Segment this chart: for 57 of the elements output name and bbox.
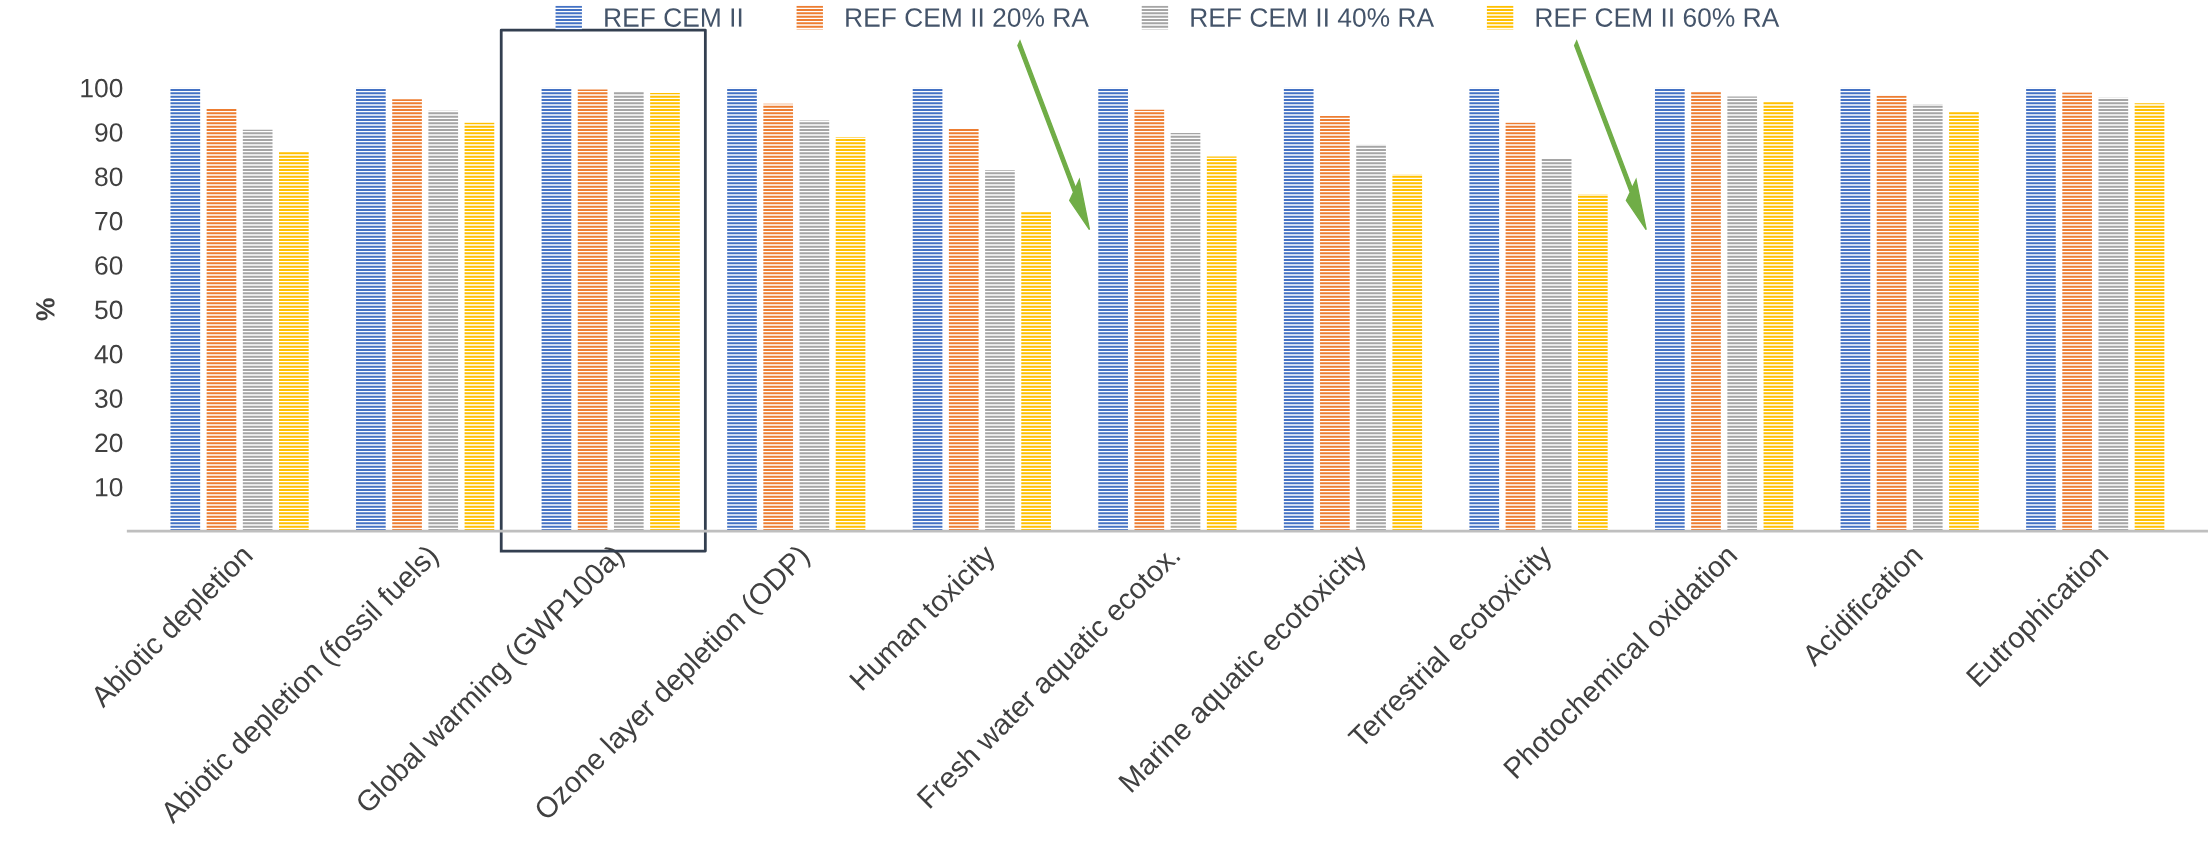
bar — [1541, 158, 1572, 532]
bar — [763, 103, 794, 532]
bar — [727, 87, 757, 532]
bar — [2026, 87, 2056, 532]
y-tick-label: 40 — [94, 344, 123, 364]
y-tick-label: 80 — [95, 167, 123, 187]
bar — [1840, 87, 1871, 532]
bar — [279, 151, 309, 532]
bar — [985, 170, 1015, 532]
bar — [541, 87, 572, 532]
bar — [1912, 104, 1943, 532]
y-tick-label: 10 — [96, 477, 123, 497]
y-axis-title: % — [36, 298, 55, 321]
bar — [392, 99, 422, 532]
y-tick-label: 20 — [95, 433, 123, 453]
bar — [613, 91, 644, 532]
bar — [1206, 156, 1237, 532]
bar — [1505, 122, 1536, 532]
legend-label: REF CEM II 40% RA — [1191, 8, 1435, 27]
bar — [1949, 112, 1979, 532]
bar — [1170, 132, 1201, 532]
bar — [206, 108, 237, 532]
y-tick-label: 100 — [81, 78, 123, 98]
bar — [1469, 87, 1500, 532]
bar — [1654, 87, 1685, 532]
bar — [1283, 87, 1314, 532]
bar — [948, 128, 979, 532]
bar — [428, 110, 459, 532]
bar — [799, 120, 830, 532]
bar — [835, 137, 866, 532]
bar — [1727, 96, 1758, 532]
bar — [2062, 92, 2092, 532]
legend-label: REF CEM II 60% RA — [1536, 8, 1780, 27]
bar — [650, 92, 680, 532]
bar — [1134, 109, 1165, 532]
legend-label: REF CEM II — [605, 8, 742, 27]
bar — [2098, 97, 2129, 532]
bar — [912, 87, 943, 532]
bar — [1320, 116, 1350, 532]
bar — [242, 129, 273, 532]
bar — [170, 87, 201, 532]
bar — [1691, 92, 1721, 532]
y-tick-label: 70 — [95, 211, 123, 231]
bar — [464, 122, 495, 532]
y-tick-label: 90 — [95, 123, 123, 142]
bar — [356, 87, 386, 532]
bar — [1356, 144, 1386, 532]
bar — [1392, 174, 1423, 532]
bar — [577, 89, 608, 532]
bar — [1876, 95, 1907, 532]
bar — [2134, 103, 2165, 532]
legend-label: REF CEM II 20% RA — [846, 8, 1089, 27]
y-tick-label: 30 — [95, 389, 123, 408]
bar — [1098, 87, 1128, 532]
bar — [1763, 100, 1794, 532]
y-tick-label: 60 — [95, 256, 123, 275]
y-tick-label: 50 — [95, 300, 123, 320]
